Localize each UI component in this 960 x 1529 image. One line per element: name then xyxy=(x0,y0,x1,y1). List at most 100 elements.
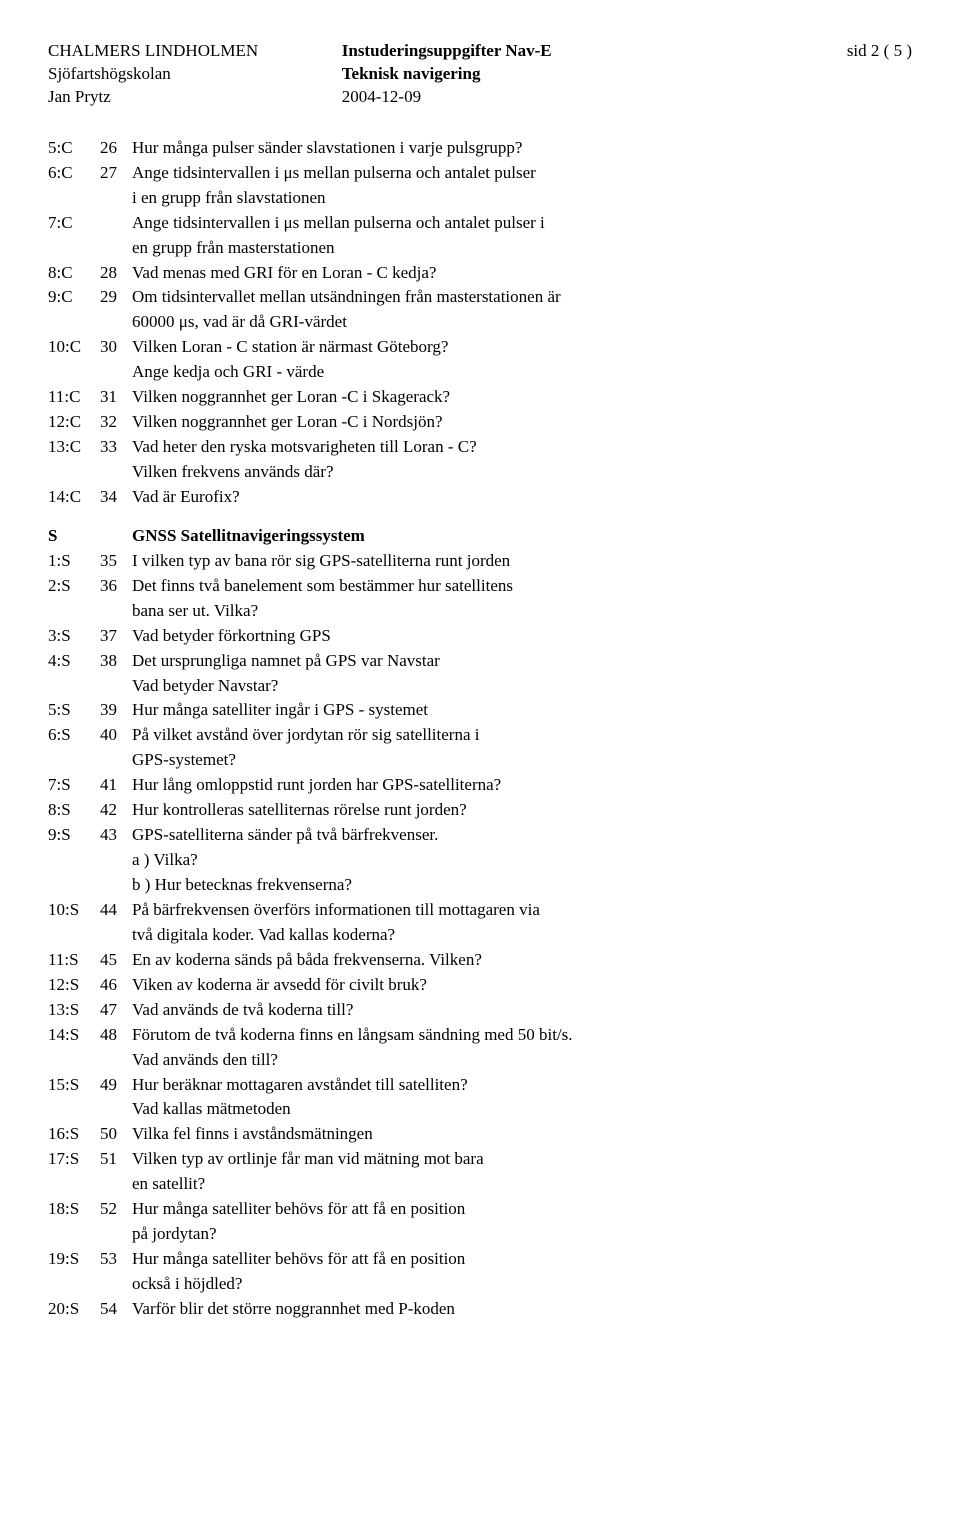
question-text: Vad används de två koderna till? xyxy=(132,999,912,1022)
question-row: Vad betyder Navstar? xyxy=(48,675,912,698)
question-row: 5:C26Hur många pulser sänder slavstation… xyxy=(48,137,912,160)
question-row: två digitala koder. Vad kallas koderna? xyxy=(48,924,912,947)
question-text: i en grupp från slavstationen xyxy=(132,187,912,210)
question-row: Vad används den till? xyxy=(48,1049,912,1072)
question-text: Vilka fel finns i avståndsmätningen xyxy=(132,1123,912,1146)
question-num: 31 xyxy=(100,386,132,409)
question-text: Hur många satelliter ingår i GPS - syste… xyxy=(132,699,912,722)
question-row: på jordytan? xyxy=(48,1223,912,1246)
question-row: 10:S44På bärfrekvensen överförs informat… xyxy=(48,899,912,922)
question-row: Vilken frekvens används där? xyxy=(48,461,912,484)
question-row: 4:S38Det ursprungliga namnet på GPS var … xyxy=(48,650,912,673)
question-list-1: 5:C26Hur många pulser sänder slavstation… xyxy=(48,137,912,509)
question-text: på jordytan? xyxy=(132,1223,912,1246)
question-text: Hur många satelliter behövs för att få e… xyxy=(132,1198,912,1221)
question-num: 39 xyxy=(100,699,132,722)
doc-date: 2004-12-09 xyxy=(342,86,705,109)
question-num: 26 xyxy=(100,137,132,160)
question-text: Vad menas med GRI för en Loran - C kedja… xyxy=(132,262,912,285)
question-text: Hur kontrolleras satelliternas rörelse r… xyxy=(132,799,912,822)
question-num: 40 xyxy=(100,724,132,747)
question-code: 5:S xyxy=(48,699,100,722)
question-text: Vad används den till? xyxy=(132,1049,912,1072)
question-row: 15:S49Hur beräknar mottagaren avståndet … xyxy=(48,1074,912,1097)
question-row: 14:C34Vad är Eurofix? xyxy=(48,486,912,509)
question-text: En av koderna sänds på båda frekvenserna… xyxy=(132,949,912,972)
question-text: Vilken noggrannhet ger Loran -C i Skager… xyxy=(132,386,912,409)
question-num: 28 xyxy=(100,262,132,285)
question-row: Vad kallas mätmetoden xyxy=(48,1098,912,1121)
header-right: sid 2 ( 5 ) xyxy=(705,40,912,109)
question-text: Vad kallas mätmetoden xyxy=(132,1098,912,1121)
question-row: 20:S54Varför blir det större noggrannhet… xyxy=(48,1298,912,1321)
question-num: 27 xyxy=(100,162,132,185)
question-code: 10:S xyxy=(48,899,100,922)
question-num: 53 xyxy=(100,1248,132,1271)
author-name: Jan Prytz xyxy=(48,86,342,109)
question-code: 13:C xyxy=(48,436,100,459)
question-code: 18:S xyxy=(48,1198,100,1221)
question-text: två digitala koder. Vad kallas koderna? xyxy=(132,924,912,947)
question-text: I vilken typ av bana rör sig GPS-satelli… xyxy=(132,550,912,573)
question-num: 43 xyxy=(100,824,132,847)
question-row: 12:C32Vilken noggrannhet ger Loran -C i … xyxy=(48,411,912,434)
question-num: 51 xyxy=(100,1148,132,1171)
question-code: 8:C xyxy=(48,262,100,285)
question-text: Vilken noggrannhet ger Loran -C i Nordsj… xyxy=(132,411,912,434)
question-row: a ) Vilka? xyxy=(48,849,912,872)
question-text: Vad är Eurofix? xyxy=(132,486,912,509)
question-text: Förutom de två koderna finns en långsam … xyxy=(132,1024,912,1047)
question-code: 10:C xyxy=(48,336,100,359)
question-row: en grupp från masterstationen xyxy=(48,237,912,260)
question-row: 7:S41Hur lång omloppstid runt jorden har… xyxy=(48,774,912,797)
question-num: 38 xyxy=(100,650,132,673)
question-num: 36 xyxy=(100,575,132,598)
question-row: 17:S51Vilken typ av ortlinje får man vid… xyxy=(48,1148,912,1171)
question-text: Vad betyder Navstar? xyxy=(132,675,912,698)
question-row: b ) Hur betecknas frekvenserna? xyxy=(48,874,912,897)
question-code: 1:S xyxy=(48,550,100,573)
question-code: 7:S xyxy=(48,774,100,797)
question-text: GPS-systemet? xyxy=(132,749,912,772)
question-row: 9:S43GPS-satelliterna sänder på två bärf… xyxy=(48,824,912,847)
question-text: Hur många satelliter behövs för att få e… xyxy=(132,1248,912,1271)
question-num: 34 xyxy=(100,486,132,509)
page-header: CHALMERS LINDHOLMEN Sjöfartshögskolan Ja… xyxy=(48,40,912,109)
question-text: Det ursprungliga namnet på GPS var Navst… xyxy=(132,650,912,673)
question-code: 4:S xyxy=(48,650,100,673)
question-code: 14:C xyxy=(48,486,100,509)
question-text: b ) Hur betecknas frekvenserna? xyxy=(132,874,912,897)
question-text: Vilken frekvens används där? xyxy=(132,461,912,484)
question-num: 52 xyxy=(100,1198,132,1221)
question-code: 12:S xyxy=(48,974,100,997)
question-code: 6:C xyxy=(48,162,100,185)
question-row: 5:S39Hur många satelliter ingår i GPS - … xyxy=(48,699,912,722)
question-text: Varför blir det större noggrannhet med P… xyxy=(132,1298,912,1321)
question-num: 32 xyxy=(100,411,132,434)
question-row: 9:C29Om tidsintervallet mellan utsändnin… xyxy=(48,286,912,309)
question-num: 30 xyxy=(100,336,132,359)
question-num: 44 xyxy=(100,899,132,922)
question-code: 11:S xyxy=(48,949,100,972)
question-row: 11:S45En av koderna sänds på båda frekve… xyxy=(48,949,912,972)
question-text: Ange tidsintervallen i μs mellan pulsern… xyxy=(132,162,912,185)
question-num: 50 xyxy=(100,1123,132,1146)
question-text: Hur beräknar mottagaren avståndet till s… xyxy=(132,1074,912,1097)
section-heading: GNSS Satellitnavigeringssystem xyxy=(132,525,912,548)
question-row: 13:S47Vad används de två koderna till? xyxy=(48,999,912,1022)
question-row: 6:S40På vilket avstånd över jordytan rör… xyxy=(48,724,912,747)
question-row: 8:C28Vad menas med GRI för en Loran - C … xyxy=(48,262,912,285)
question-row: 2:S36Det finns två banelement som bestäm… xyxy=(48,575,912,598)
question-code: 17:S xyxy=(48,1148,100,1171)
question-text: Det finns två banelement som bestämmer h… xyxy=(132,575,912,598)
question-num: 41 xyxy=(100,774,132,797)
question-row: 19:S53Hur många satelliter behövs för at… xyxy=(48,1248,912,1271)
doc-subtitle: Teknisk navigering xyxy=(342,63,705,86)
question-code: 13:S xyxy=(48,999,100,1022)
question-text: På vilket avstånd över jordytan rör sig … xyxy=(132,724,912,747)
question-text: Hur många pulser sänder slavstationen i … xyxy=(132,137,912,160)
question-code: 14:S xyxy=(48,1024,100,1047)
question-code: 8:S xyxy=(48,799,100,822)
question-code: 3:S xyxy=(48,625,100,648)
question-text: Vad heter den ryska motsvarigheten till … xyxy=(132,436,912,459)
